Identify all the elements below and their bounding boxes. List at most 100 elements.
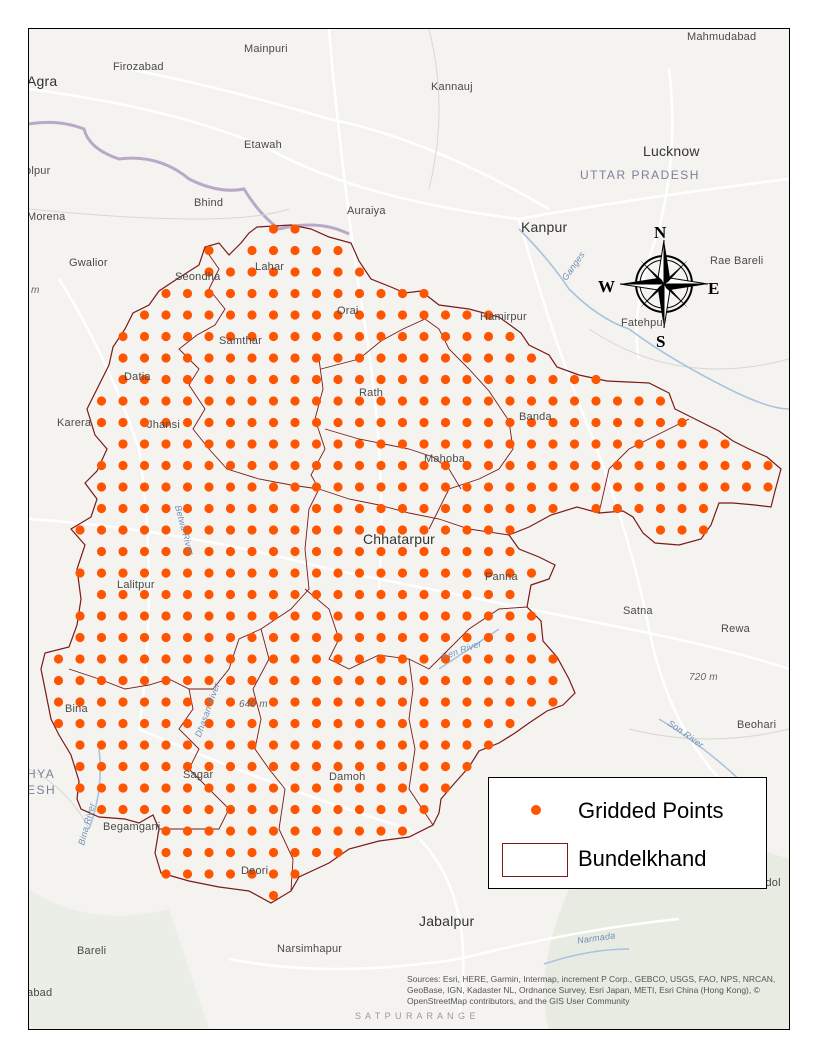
state-label: ESH	[28, 783, 57, 797]
gridded-point	[612, 439, 623, 449]
gridded-point	[311, 632, 322, 643]
gridded-point	[505, 503, 515, 514]
gridded-point	[53, 675, 64, 686]
gridded-point	[225, 675, 236, 686]
gridded-point	[290, 417, 300, 428]
bundelkhand-boundary[interactable]	[40, 224, 782, 904]
place-label: Rae Bareli	[710, 255, 764, 267]
gridded-point	[397, 826, 408, 836]
gridded-point	[204, 783, 214, 793]
gridded-point	[462, 374, 472, 385]
gridded-point	[182, 761, 193, 772]
gridded-point	[354, 353, 365, 363]
gridded-point	[118, 718, 128, 729]
gridded-point	[182, 611, 193, 621]
gridded-point	[225, 331, 236, 342]
gridded-point	[698, 503, 709, 514]
gridded-point	[204, 460, 214, 471]
gridded-point	[333, 288, 343, 299]
gridded-point	[655, 525, 666, 535]
gridded-point	[75, 761, 85, 772]
gridded-point	[139, 783, 150, 793]
map-frame[interactable]: Mahmudabad Agra Firozabad Mainpuri Kanna…	[28, 28, 790, 1030]
place-label: Begamganj	[103, 821, 161, 833]
gridded-point	[290, 288, 300, 299]
gridded-point	[161, 503, 171, 514]
place-label: Banda	[519, 411, 552, 423]
gridded-point	[247, 460, 257, 471]
gridded-point	[225, 804, 236, 815]
gridded-point	[268, 740, 279, 750]
gridded-point	[161, 288, 171, 299]
gridded-point	[268, 396, 279, 406]
gridded-point	[118, 740, 128, 750]
gridded-point	[118, 396, 128, 406]
gridded-point	[333, 654, 343, 664]
gridded-point	[118, 675, 128, 686]
place-label: Seondha	[175, 271, 221, 283]
gridded-point	[462, 525, 472, 535]
place-label: Lalitpur	[117, 579, 155, 591]
gridded-point	[440, 482, 451, 492]
gridded-point	[462, 460, 472, 471]
gridded-point	[311, 396, 322, 406]
gridded-point	[483, 460, 494, 471]
gridded-point	[569, 482, 580, 492]
gridded-point	[161, 804, 171, 815]
gridded-point	[161, 525, 171, 535]
gridded-point	[419, 632, 429, 643]
gridded-point	[526, 396, 537, 406]
gridded-point	[139, 503, 150, 514]
elevation-label: 720 m	[689, 672, 718, 683]
gridded-point	[182, 353, 193, 363]
gridded-point	[118, 697, 128, 707]
gridded-point	[311, 589, 322, 600]
gridded-point	[161, 417, 171, 428]
gridded-point	[333, 783, 343, 793]
gridded-point	[333, 632, 343, 643]
gridded-point	[376, 654, 386, 664]
gridded-point	[311, 482, 322, 492]
gridded-point	[225, 482, 236, 492]
gridded-point	[333, 546, 343, 557]
legend-point-symbol	[531, 805, 541, 815]
gridded-point	[354, 697, 365, 707]
gridded-point	[376, 482, 386, 492]
gridded-point	[720, 460, 730, 471]
gridded-point	[225, 697, 236, 707]
gridded-point	[720, 482, 730, 492]
gridded-point	[569, 439, 580, 449]
gridded-point	[419, 439, 429, 449]
legend-boundary-symbol	[502, 843, 568, 877]
gridded-point	[204, 589, 214, 600]
gridded-point	[677, 460, 687, 471]
place-label: Satna	[623, 605, 653, 617]
gridded-point	[268, 847, 279, 858]
gridded-point	[290, 310, 300, 320]
gridded-point	[397, 482, 408, 492]
gridded-point	[483, 353, 494, 363]
gridded-point	[526, 675, 537, 686]
gridded-point	[397, 396, 408, 406]
gridded-point	[204, 353, 214, 363]
gridded-point	[204, 417, 214, 428]
gridded-point	[247, 718, 257, 729]
gridded-point	[268, 826, 279, 836]
gridded-point	[483, 589, 494, 600]
gridded-point	[397, 611, 408, 621]
gridded-point	[548, 675, 558, 686]
gridded-point	[655, 396, 666, 406]
gridded-point	[118, 589, 128, 600]
gridded-point	[161, 632, 171, 643]
gridded-point	[397, 353, 408, 363]
gridded-point	[247, 697, 257, 707]
gridded-point	[96, 546, 107, 557]
gridded-point	[462, 697, 472, 707]
gridded-point	[483, 611, 494, 621]
gridded-point	[483, 675, 494, 686]
compass-north-label: N	[654, 223, 667, 242]
gridded-point	[354, 525, 365, 535]
gridded-point	[161, 310, 171, 320]
gridded-point	[247, 847, 257, 858]
gridded-point	[612, 417, 623, 428]
